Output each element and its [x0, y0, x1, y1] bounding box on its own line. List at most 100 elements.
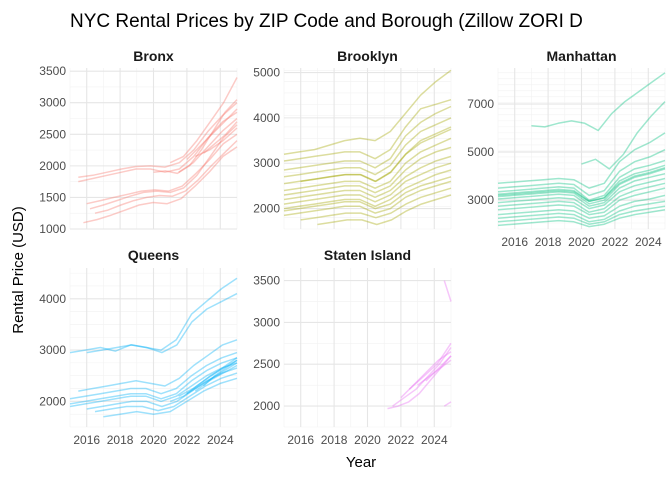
series-line-manhattan-15 — [497, 209, 666, 228]
series-line-queens-1 — [69, 277, 238, 354]
series-line-staten-island-8 — [443, 401, 452, 407]
series-line-manhattan-10 — [497, 182, 666, 213]
series-line-queens-2 — [86, 292, 238, 354]
series-line-manhattan-4 — [497, 149, 666, 197]
series-line-manhattan-12 — [497, 194, 666, 219]
series-line-manhattan-7 — [497, 168, 666, 205]
series-line-brooklyn-10 — [283, 169, 452, 210]
series-line-brooklyn-13 — [300, 187, 452, 221]
series-line-brooklyn-6 — [283, 137, 452, 192]
series-line-queens-10 — [169, 359, 238, 403]
series-line-staten-island-7 — [443, 280, 452, 302]
x-tick-label: 2018 — [535, 235, 562, 249]
series-line-bronx-5 — [83, 146, 238, 224]
series-line-staten-island-3 — [400, 351, 452, 399]
series-line-bronx-3 — [89, 124, 238, 210]
series-line-brooklyn-1 — [283, 69, 452, 155]
panel-staten-island: Staten Island 2000 2500 3000 3500 2016 2018 202… — [253, 247, 452, 447]
series-line-queens-11 — [178, 357, 238, 397]
x-tick-label: 2016 — [287, 433, 314, 447]
series-line-bronx-11 — [194, 127, 238, 158]
y-tick-label: 3000 — [39, 343, 66, 357]
series-line-brooklyn-2 — [283, 98, 452, 162]
y-tick-label: 1500 — [39, 190, 66, 204]
x-tick-label: 2022 — [388, 433, 415, 447]
series-line-brooklyn-12 — [283, 180, 452, 217]
panel-title-bronx: Bronx — [133, 48, 174, 64]
series-line-bronx-2 — [78, 111, 238, 183]
y-tick-label: 2000 — [253, 202, 280, 216]
panel-title-manhattan: Manhattan — [547, 48, 617, 64]
x-tick-label: 2024 — [635, 235, 662, 249]
x-tick-label: 2020 — [568, 235, 595, 249]
series-line-bronx-1 — [78, 102, 238, 178]
y-tick-label: 3500 — [253, 274, 280, 288]
series-line-manhattan-2 — [581, 101, 666, 170]
y-tick-label: 2500 — [253, 357, 280, 371]
panel-title-staten-island: Staten Island — [324, 247, 411, 263]
y-tick-label: 1000 — [39, 222, 66, 236]
series-line-staten-island-5 — [417, 359, 452, 386]
y-tick-label: 2500 — [39, 127, 66, 141]
chart-title: NYC Rental Prices by ZIP Code and Boroug… — [70, 11, 583, 32]
series-line-queens-9 — [103, 377, 238, 418]
x-tick-label: 2018 — [107, 433, 134, 447]
panel-queens: Queens 2000 3000 4000 2016 2018 2020 2022 2024 — [39, 247, 238, 447]
y-tick-label: 3000 — [253, 315, 280, 329]
panel-manhattan: Manhattan 3000 5000 7000 2016 2018 2020 2022 202… — [467, 48, 666, 249]
series-line-queens-12 — [186, 362, 238, 395]
series-line-brooklyn-11 — [283, 176, 452, 212]
series-line-manhattan-14 — [497, 205, 666, 225]
series-line-manhattan-6 — [497, 164, 666, 203]
series-line-brooklyn-7 — [283, 146, 452, 196]
series-line-staten-island-4 — [408, 342, 452, 390]
series-line-brooklyn-9 — [283, 162, 452, 205]
series-line-queens-5 — [69, 357, 238, 405]
panel-bronx: Bronx 1000 1500 2000 2500 3000 3500 — [39, 48, 238, 236]
series-line-manhattan-9 — [497, 177, 666, 210]
y-tick-label: 2000 — [39, 159, 66, 173]
panels-group: Bronx 1000 1500 2000 2500 3000 3500 Brooklyn 200… — [39, 48, 666, 447]
x-tick-label: 2018 — [321, 433, 348, 447]
y-tick-label: 3000 — [39, 96, 66, 110]
series-line-bronx-8 — [169, 77, 238, 164]
x-tick-label: 2020 — [354, 433, 381, 447]
series-line-bronx-4 — [86, 133, 238, 205]
x-tick-label: 2024 — [421, 433, 448, 447]
y-tick-label: 3500 — [39, 64, 66, 78]
y-tick-label: 3000 — [253, 156, 280, 170]
series-line-queens-8 — [94, 372, 238, 413]
series-line-brooklyn-8 — [283, 155, 452, 201]
series-line-queens-7 — [86, 367, 238, 410]
series-line-queens-3 — [78, 339, 238, 392]
y-tick-label: 2000 — [39, 394, 66, 408]
y-tick-label: 7000 — [467, 97, 494, 111]
panel-brooklyn: Brooklyn 2000 3000 4000 5000 — [253, 48, 452, 230]
x-tick-label: 2016 — [73, 433, 100, 447]
series-line-manhattan-5 — [497, 159, 666, 201]
panel-title-brooklyn: Brooklyn — [337, 48, 398, 64]
series-line-bronx-6 — [94, 140, 238, 214]
series-line-manhattan-11 — [497, 187, 666, 216]
series-line-brooklyn-5 — [283, 126, 452, 185]
series-line-staten-island-6 — [425, 355, 452, 382]
panel-title-queens: Queens — [128, 247, 180, 263]
y-tick-label: 5000 — [253, 66, 280, 80]
x-tick-label: 2016 — [501, 235, 528, 249]
series-line-queens-14 — [203, 359, 238, 387]
series-line-bronx-12 — [203, 121, 238, 154]
series-line-brooklyn-14 — [317, 194, 452, 226]
series-line-manhattan-8 — [497, 172, 666, 207]
series-line-brooklyn-4 — [283, 117, 452, 178]
series-line-manhattan-1 — [531, 72, 666, 132]
series-line-brooklyn-3 — [283, 105, 452, 171]
series-line-bronx-10 — [186, 108, 238, 161]
series-line-manhattan-13 — [497, 200, 666, 223]
series-line-manhattan-3 — [497, 132, 666, 189]
series-line-queens-4 — [69, 351, 238, 400]
x-tick-label: 2022 — [174, 433, 201, 447]
x-tick-label: 2020 — [140, 433, 167, 447]
series-line-staten-island-1 — [387, 355, 452, 410]
series-line-bronx-9 — [178, 117, 238, 173]
series-line-staten-island-2 — [392, 347, 452, 407]
